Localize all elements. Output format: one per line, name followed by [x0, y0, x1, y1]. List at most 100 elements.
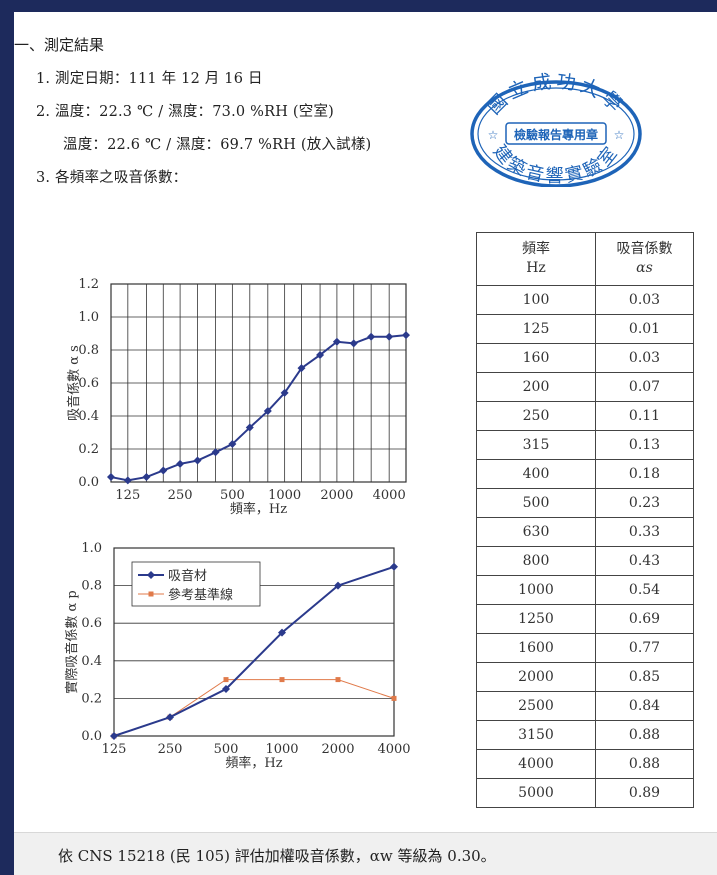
header-freq-label: 頻率	[522, 241, 550, 257]
table-row: 2500 0.84	[476, 691, 694, 721]
data-point	[107, 473, 115, 482]
frequency-cell: 630	[476, 517, 596, 547]
table-row: 2000 0.85	[476, 662, 694, 692]
practical-absorption-chart: 0.0 0.2 0.4 0.6 0.8 1.0 125 250 500 1000 2000 4000 頻…	[64, 541, 411, 771]
section-title: 一、測定結果	[14, 36, 105, 54]
coefficient-cell: 0.69	[595, 604, 694, 634]
table-row: 3150 0.88	[476, 720, 694, 750]
x-tick-label: 250	[168, 488, 193, 503]
plot-frame	[113, 547, 395, 737]
condition-sample: 溫度：22.6 ℃ / 濕度：69.7 %RH (放入試樣)	[63, 137, 372, 153]
frequency-cell: 125	[476, 314, 596, 344]
coefficient-cell: 0.88	[595, 749, 694, 779]
series-line	[110, 334, 407, 482]
star-icon: ☆	[488, 128, 499, 142]
coefficient-cell: 0.85	[595, 662, 694, 692]
coefficient-cell: 0.03	[595, 343, 694, 373]
seal-middle-text: 檢驗報告專用章	[514, 127, 598, 142]
table-header-coefficient: 吸音係數 αs	[595, 232, 694, 286]
legend-label: 吸音材	[168, 568, 207, 584]
coefficient-cell: 0.43	[595, 546, 694, 576]
y-tick-label: 1.0	[81, 541, 102, 556]
frequency-cell: 5000	[476, 778, 596, 808]
y-tick-label: 0.6	[81, 616, 102, 631]
footer-text: 依 CNS 15218 (民 105) 評估加權吸音係數，αw 等級為 0.30…	[58, 847, 496, 865]
legend-marker	[147, 571, 155, 579]
table-row: 200 0.07	[476, 372, 694, 402]
data-point	[297, 364, 306, 373]
frequency-cell: 250	[476, 401, 596, 431]
condition-empty: 2. 溫度：22.3 ℃ / 濕度：73.0 %RH (空室)	[36, 104, 335, 120]
data-point	[228, 440, 237, 449]
table-row: 1000 0.54	[476, 575, 694, 605]
coefficient-cell: 0.18	[595, 459, 694, 489]
data-point	[222, 685, 230, 693]
table-row: 500 0.23	[476, 488, 694, 518]
x-tick-label: 500	[220, 488, 245, 503]
legend-box	[131, 561, 261, 607]
table-row: 100 0.03	[476, 285, 694, 315]
data-point	[390, 562, 398, 571]
table-row: 4000 0.88	[476, 749, 694, 779]
table-row: 400 0.18	[476, 459, 694, 489]
data-point	[335, 677, 341, 683]
frequency-cell: 315	[476, 430, 596, 460]
y-tick-label: 0.6	[78, 376, 99, 391]
y-tick-label: 0.4	[81, 654, 102, 669]
frequency-cell: 2500	[476, 691, 596, 721]
legend-marker	[148, 591, 154, 597]
header-coef-label: 吸音係數	[616, 241, 673, 257]
data-point	[123, 476, 132, 485]
frequency-cell: 160	[476, 343, 596, 373]
x-axis-label: 頻率，Hz	[230, 501, 287, 517]
report-page: 一、測定結果 1. 測定日期：111 年 12 月 16 日 2. 溫度：22.…	[14, 12, 717, 875]
y-tick-label: 0.8	[78, 343, 99, 358]
svg-text:建築音響實驗室: 建築音響實驗室	[489, 141, 624, 187]
data-point	[367, 332, 376, 341]
frequency-cell: 800	[476, 546, 596, 576]
x-tick-label: 2000	[320, 488, 353, 503]
frequency-cell: 1000	[476, 575, 596, 605]
x-axis-label: 頻率，Hz	[225, 755, 282, 771]
svg-text:國立成功大學: 國立成功大學	[483, 72, 629, 119]
frequency-cell: 4000	[476, 749, 596, 779]
table-row: 315 0.13	[476, 430, 694, 460]
y-tick-label: 0.0	[78, 475, 99, 490]
frequency-cell: 100	[476, 285, 596, 315]
seal-bottom-text: 建築音響實驗室	[489, 141, 621, 187]
table-row: 125 0.01	[476, 314, 694, 344]
x-tick-label: 1000	[265, 742, 298, 757]
frequency-cell: 3150	[476, 720, 596, 750]
coefficient-cell: 0.01	[595, 314, 694, 344]
data-point	[193, 456, 202, 465]
y-axis-label: 實際吸音係數 α p	[64, 590, 80, 693]
data-point	[142, 473, 151, 482]
x-tick-label: 500	[214, 742, 239, 757]
coefficient-cell: 0.77	[595, 633, 694, 663]
coefficient-cell: 0.13	[595, 430, 694, 460]
x-tick-label: 4000	[373, 488, 406, 503]
data-point	[278, 628, 286, 637]
series-line	[113, 565, 395, 737]
coefficient-cell: 0.23	[595, 488, 694, 518]
table-row: 5000 0.89	[476, 778, 694, 808]
data-point	[391, 695, 397, 701]
table-header-frequency: 頻率 Hz	[476, 232, 596, 286]
coefficient-cell: 0.54	[595, 575, 694, 605]
data-point	[385, 332, 394, 341]
y-tick-label: 1.0	[78, 310, 99, 325]
x-tick-label: 4000	[377, 742, 410, 757]
table-row: 630 0.33	[476, 517, 694, 547]
data-point	[159, 466, 168, 475]
y-tick-label: 0.8	[81, 579, 102, 594]
frequency-cell: 500	[476, 488, 596, 518]
table-row: 160 0.03	[476, 343, 694, 373]
data-point	[211, 448, 220, 457]
x-tick-label: 2000	[321, 742, 354, 757]
data-point	[316, 350, 325, 359]
university-seal: 國立成功大學 檢驗報告專用章 ☆ ☆ 建築音響實驗室	[470, 72, 642, 187]
y-tick-label: 0.2	[81, 691, 102, 706]
series-line	[113, 679, 395, 737]
data-point	[332, 337, 341, 346]
frequency-cell: 200	[476, 372, 596, 402]
